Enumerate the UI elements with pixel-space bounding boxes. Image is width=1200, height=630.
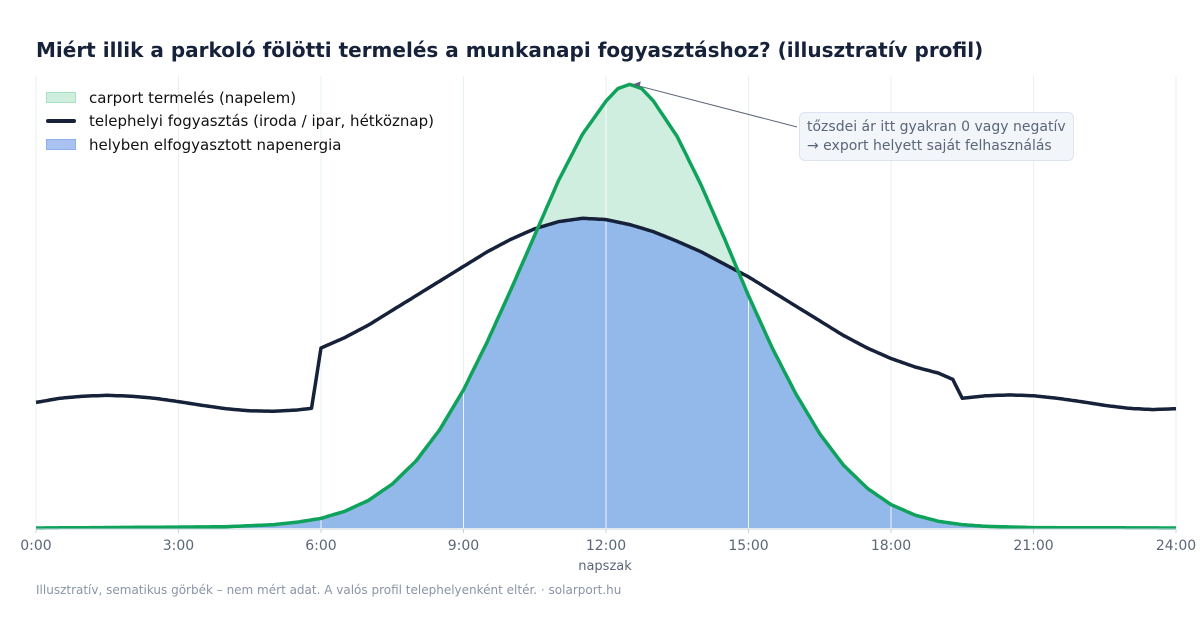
chart-title: Miért illik a parkoló fölötti termelés a… — [36, 38, 984, 62]
annotation-arrow-line — [632, 83, 798, 128]
x-tick-label-5: 15:00 — [728, 538, 768, 554]
x-tick-label-3: 9:00 — [448, 538, 479, 554]
x-tick-label-2: 6:00 — [305, 538, 336, 554]
production-line — [36, 82, 1176, 530]
annotation-line-1: tőzsdei ár itt gyakran 0 vagy negatív — [807, 119, 1066, 135]
annotation-line-2: → export helyett saját felhasználás — [807, 137, 1052, 154]
x-axis-label: napszak — [578, 559, 632, 574]
legend-label-self-consumed: helyben elfogyasztott napenergia — [89, 135, 342, 154]
legend-swatch-consumption — [46, 119, 76, 124]
annotation-arrow — [632, 81, 798, 128]
legend-item-self-consumed[interactable]: helyben elfogyasztott napenergia — [46, 133, 434, 157]
legend-item-production[interactable]: carport termelés (napelem) — [46, 86, 434, 110]
x-axis: 0:00 3:00 6:00 9:00 12:00 15:00 18:00 21:00 24:0… — [20, 528, 1196, 554]
inner-grid-lines — [320, 101, 892, 528]
annotation-arrow-head — [632, 81, 641, 87]
x-tick-label-8: 24:00 — [1156, 538, 1196, 554]
consumption-line — [35, 216, 1177, 413]
x-tick-label-0: 0:00 — [20, 538, 51, 554]
legend-item-consumption[interactable]: telephelyi fogyasztás (iroda / ipar, hét… — [46, 110, 434, 134]
legend-swatch-self-consumed — [46, 139, 76, 151]
legend-label-consumption: telephelyi fogyasztás (iroda / ipar, hét… — [89, 112, 434, 131]
footer-note: Illusztratív, sematikus görbék – nem mér… — [36, 583, 622, 597]
legend-label-production: carport termelés (napelem) — [89, 88, 297, 107]
x-tick-label-4: 12:00 — [586, 538, 626, 554]
series-lines — [35, 82, 1177, 530]
x-tick-label-7: 21:00 — [1013, 538, 1053, 554]
annotation-box: tőzsdei ár itt gyakran 0 vagy negatív → … — [799, 112, 1074, 161]
legend-swatch-production — [46, 92, 76, 104]
legend: carport termelés (napelem) telephelyi fo… — [46, 86, 434, 157]
x-tick-label-1: 3:00 — [163, 538, 194, 554]
x-tick-label-6: 18:00 — [871, 538, 911, 554]
